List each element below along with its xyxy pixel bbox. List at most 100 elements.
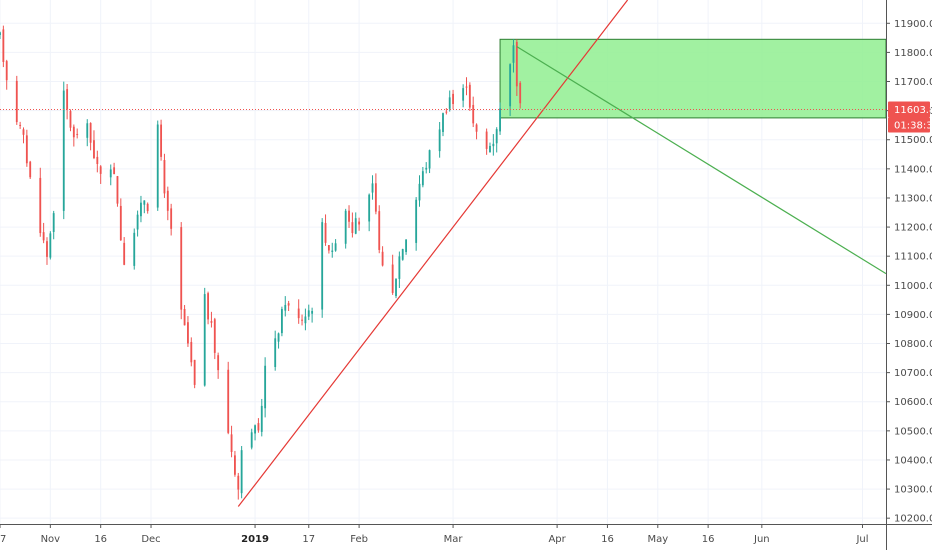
candle [119,198,122,241]
candle [210,311,213,328]
candle-body [489,145,491,153]
candle-body [519,82,522,104]
candle-body [354,218,357,234]
candle-body [42,232,45,241]
candle-body [321,222,324,310]
candle [368,193,371,232]
candle [489,142,491,153]
candle-body [109,169,112,178]
candle-body [217,355,220,371]
candle [5,59,8,90]
candle-body [29,161,32,178]
candle-body [257,423,260,431]
candle [62,81,65,220]
resistance-zone [499,38,887,119]
candle [69,109,72,132]
y-tick-label: 11800.00 [894,48,932,59]
candle-body [287,303,290,306]
candle-body [2,29,5,62]
candle [475,123,478,140]
candle-body [515,41,518,87]
y-tick-label: 11900.00 [894,19,932,30]
candle-body [76,133,79,135]
candle [25,129,28,167]
countdown-box [888,117,930,133]
candle [452,89,454,110]
x-tick-label: May [647,534,668,545]
candle-body [72,126,75,138]
candle-body [509,64,512,107]
candle [495,127,498,153]
candle [2,25,5,68]
price-axis-background [886,0,932,550]
y-tick-label: 11200.00 [894,223,932,234]
y-tick-label: 10400.00 [894,455,932,466]
candle-body [398,256,401,279]
candle [398,251,401,289]
support-trendline [237,0,629,507]
candle [156,120,159,211]
candle [448,90,451,112]
candle-body [170,208,173,229]
candle [123,237,126,266]
candle [93,130,95,160]
candle-body [472,104,475,124]
candle-body [62,90,65,211]
resistance-trendline [516,46,887,275]
candle [234,450,236,477]
candle-body [311,311,314,314]
x-tick-label: 2019 [241,534,269,545]
candle [19,121,22,129]
candle [240,446,243,499]
candle [311,307,314,323]
candle [180,222,183,320]
candle-body [391,264,394,293]
candle [39,167,42,237]
candle-body [207,293,209,320]
candle [358,217,361,231]
candle-body [331,250,334,252]
candle-body [378,211,381,250]
countdown-timer: 01:38:37 [894,120,932,131]
x-tick-label: Dec [141,534,160,545]
candle [438,121,441,158]
candle [113,162,116,175]
x-tick-label: Nov [41,534,61,545]
x-tick-label: 16 [601,534,614,545]
candle-body [160,124,163,157]
candle [462,84,465,108]
candle [49,231,52,260]
candle [163,153,166,198]
candle-body [39,177,42,234]
candle-body [468,84,471,108]
candle-body [492,143,495,147]
candle-body [89,123,92,143]
candle-body [140,202,142,217]
candle [109,164,112,186]
candle-body [193,359,196,385]
candle-body [113,167,116,175]
candle [287,300,290,311]
x-tick-label: Mar [444,534,464,545]
candle [52,210,55,240]
candle-body [22,129,25,135]
candle-body [210,321,213,323]
candle [374,173,377,215]
candle-body [348,210,350,222]
candle-body [123,242,126,265]
candle [0,31,1,40]
candle [86,119,89,147]
candle [257,418,260,433]
time-axis-background [0,524,932,550]
candle [15,75,18,125]
trendline-layer [237,0,887,507]
candle-body [119,205,122,241]
candle [519,81,522,109]
candle-body [448,97,451,109]
candle [72,124,75,147]
grid-lines [0,0,886,524]
candle-body [462,88,465,101]
candle [428,149,431,174]
candle-body [452,93,454,105]
